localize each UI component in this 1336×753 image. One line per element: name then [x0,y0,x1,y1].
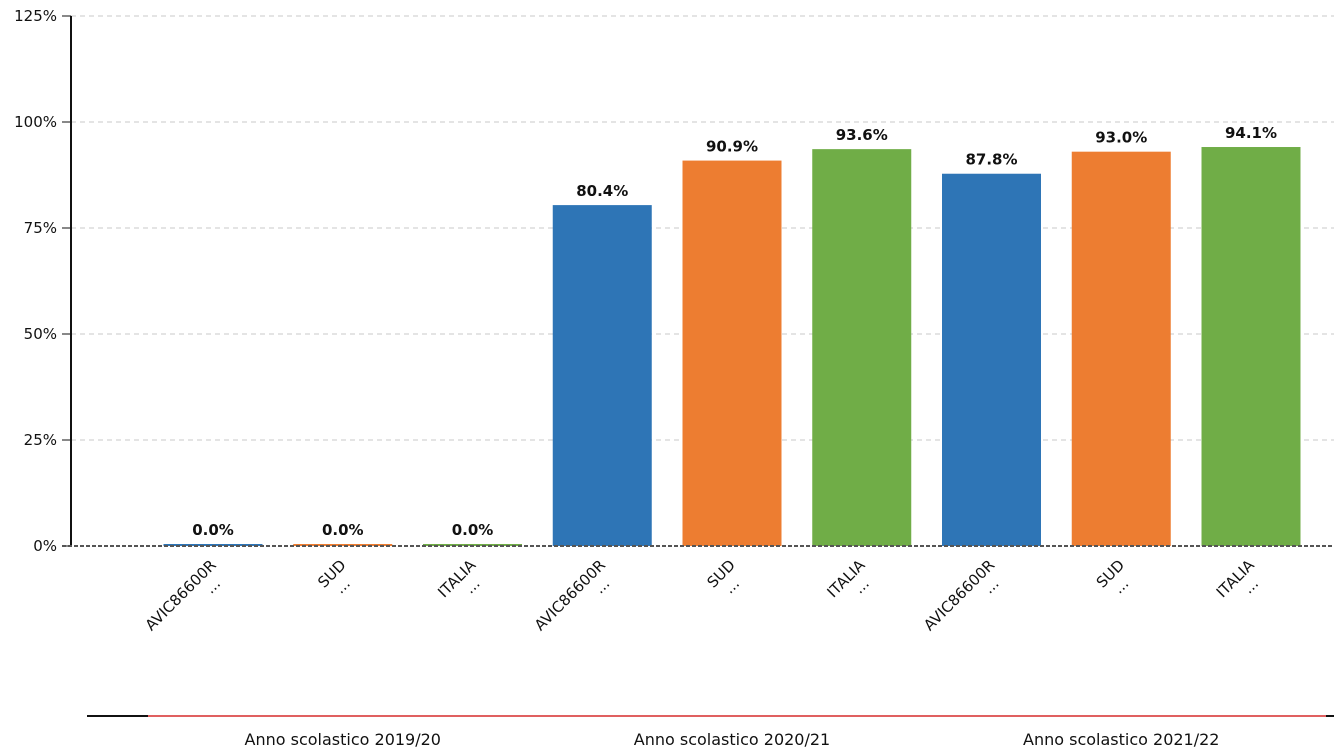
group-label: Anno scolastico 2021/22 [1023,730,1219,749]
data-label: 0.0% [192,521,234,539]
bar-sud [293,544,393,546]
bar-avic86600r [552,205,652,546]
y-tick-label: 0% [33,537,57,555]
data-label: 94.1% [1225,124,1277,142]
x-tick: ITALIA... [1213,556,1262,602]
group-label: Anno scolastico 2020/21 [634,730,830,749]
group-label: Anno scolastico 2019/20 [245,730,441,749]
x-tick-label: AVIC86600R [142,556,220,634]
bar-sud [682,160,782,547]
bars [163,147,1301,547]
x-tick: ITALIA... [434,556,483,602]
x-tick: AVIC86600R... [531,556,613,634]
x-tick-label: AVIC86600R [920,556,998,634]
x-tick: ITALIA... [824,556,873,602]
x-tick: SUD... [703,556,743,597]
data-label: 90.9% [706,138,758,156]
data-label: 0.0% [452,521,494,539]
x-tick: AVIC86600R... [920,556,1002,634]
data-label: 93.0% [1095,129,1147,147]
bar-italia [1201,147,1301,547]
x-tick: AVIC86600R... [142,556,224,634]
x-axis-ticks: AVIC86600R... SUD... ITALIA... AVIC86600R..… [142,556,1262,635]
x-tick-label: AVIC86600R [531,556,609,634]
data-label: 87.8% [965,151,1017,169]
y-tick-label: 50% [24,325,57,343]
bar-avic86600r [942,173,1041,546]
data-label: 93.6% [836,126,888,144]
data-labels: 0.0% 0.0% 0.0% 80.4% 90.9% 93.6% 87.8% 93.0% 94.… [192,124,1277,539]
y-tick-label: 125% [14,7,57,25]
x-tick: SUD... [1093,556,1133,597]
bar-italia [812,149,912,547]
y-tick-label: 100% [14,113,57,131]
data-label: 0.0% [322,521,364,539]
bar-sud [1071,151,1171,546]
y-axis-ticks: 0% 25% 50% 75% 100% 125% [14,7,71,555]
y-tick-label: 75% [24,219,57,237]
x-tick: SUD... [314,556,354,597]
group-axis: Anno scolastico 2019/20 Anno scolastico 2… [87,715,1334,749]
data-label: 80.4% [576,182,628,200]
y-tick-label: 25% [24,431,57,449]
